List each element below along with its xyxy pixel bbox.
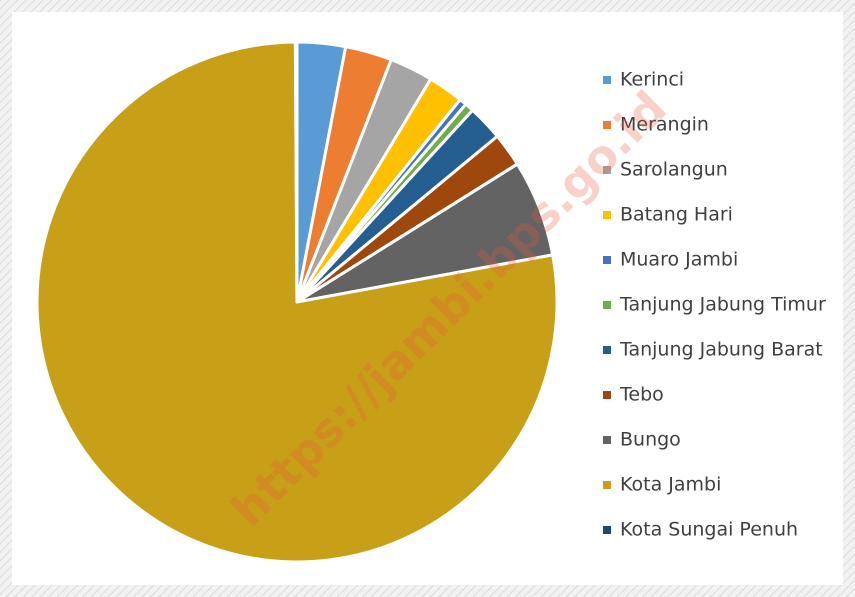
legend-box xyxy=(588,58,840,552)
legend-label: Merangin xyxy=(620,114,709,136)
legend-swatch xyxy=(603,481,611,489)
legend-swatch xyxy=(603,526,611,534)
legend-label: Tebo xyxy=(619,384,664,406)
legend-label: Kota Sungai Penuh xyxy=(620,519,798,541)
pie xyxy=(35,40,559,564)
legend-swatch xyxy=(603,256,611,264)
legend-label: Bungo xyxy=(620,429,681,451)
legend-swatch xyxy=(603,346,611,354)
legend-label: Kerinci xyxy=(620,69,684,91)
legend-label: Tanjung Jabung Timur xyxy=(619,294,826,316)
legend-label: Batang Hari xyxy=(620,204,733,226)
legend-swatch xyxy=(603,436,611,444)
legend-label: Sarolangun xyxy=(620,159,728,181)
legend-swatch xyxy=(603,76,611,84)
pie-slice xyxy=(293,40,299,304)
legend-label: Kota Jambi xyxy=(620,474,721,496)
legend-label: Muaro Jambi xyxy=(620,249,738,271)
legend-swatch xyxy=(603,166,611,174)
legend-swatch xyxy=(603,211,611,219)
legend-swatch xyxy=(603,301,611,309)
legend-label: Tanjung Jabung Barat xyxy=(619,339,823,361)
legend-swatch xyxy=(603,121,611,129)
legend-swatch xyxy=(603,391,611,399)
legend: Kerinci Merangin Sarolangun Batang Hari Muar… xyxy=(603,69,826,541)
